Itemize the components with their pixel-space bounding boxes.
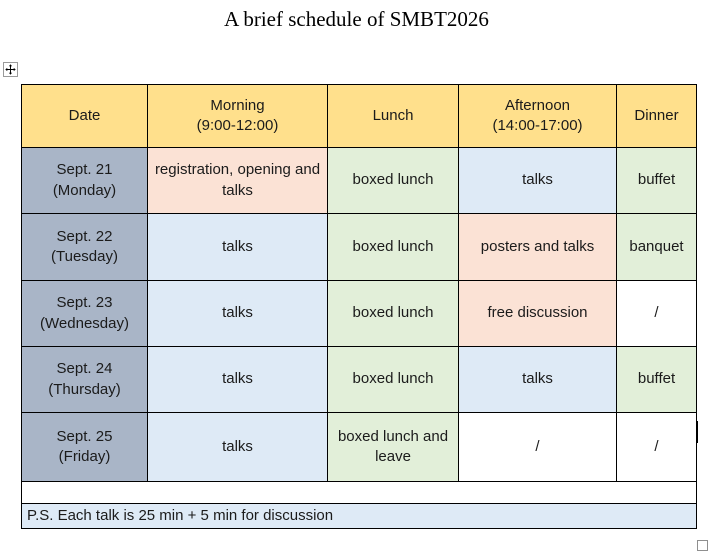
- schedule-cell[interactable]: free discussion: [458, 280, 617, 347]
- schedule-cell[interactable]: registration, opening and talks: [147, 147, 328, 214]
- table-row: Sept. 22 (Tuesday) talks boxed lunch pos…: [21, 213, 697, 281]
- table-move-handle[interactable]: [3, 62, 18, 77]
- date-cell[interactable]: Sept. 22 (Tuesday): [21, 213, 148, 281]
- date-cell[interactable]: Sept. 23 (Wednesday): [21, 280, 148, 347]
- header-cell-afternoon[interactable]: Afternoon (14:00-17:00): [458, 84, 617, 148]
- schedule-table: Date Morning (9:00-12:00) Lunch Afternoo…: [21, 84, 697, 530]
- schedule-cell[interactable]: buffet: [616, 346, 697, 413]
- schedule-cell[interactable]: /: [616, 280, 697, 347]
- header-cell-lunch[interactable]: Lunch: [327, 84, 459, 148]
- schedule-cell[interactable]: banquet: [616, 213, 697, 281]
- note-row: P.S. Each talk is 25 min + 5 min for dis…: [21, 502, 697, 530]
- schedule-cell[interactable]: talks: [147, 412, 328, 482]
- schedule-cell[interactable]: posters and talks: [458, 213, 617, 281]
- table-resize-handle[interactable]: [697, 540, 708, 551]
- schedule-cell[interactable]: talks: [147, 280, 328, 347]
- move-cross-icon: [5, 64, 16, 75]
- schedule-cell[interactable]: talks: [147, 213, 328, 281]
- schedule-cell[interactable]: talks: [458, 346, 617, 413]
- note-cell[interactable]: P.S. Each talk is 25 min + 5 min for dis…: [21, 502, 697, 530]
- empty-row: [21, 481, 697, 504]
- header-row: Date Morning (9:00-12:00) Lunch Afternoo…: [21, 84, 697, 148]
- schedule-cell[interactable]: boxed lunch and leave: [327, 412, 459, 482]
- date-cell[interactable]: Sept. 21 (Monday): [21, 147, 148, 214]
- page-title[interactable]: A brief schedule of SMBT2026: [224, 7, 489, 31]
- text-caret: [696, 421, 698, 443]
- schedule-cell[interactable]: boxed lunch: [327, 346, 459, 413]
- header-cell-morning[interactable]: Morning (9:00-12:00): [147, 84, 328, 148]
- empty-cell[interactable]: [21, 481, 697, 504]
- schedule-cell[interactable]: boxed lunch: [327, 147, 459, 214]
- table-row: Sept. 25 (Friday) talks boxed lunch and …: [21, 412, 697, 482]
- schedule-cell[interactable]: boxed lunch: [327, 213, 459, 281]
- table-row: Sept. 24 (Thursday) talks boxed lunch ta…: [21, 346, 697, 413]
- schedule-cell[interactable]: /: [616, 412, 697, 482]
- table-row: Sept. 21 (Monday) registration, opening …: [21, 147, 697, 214]
- schedule-cell[interactable]: boxed lunch: [327, 280, 459, 347]
- header-cell-date[interactable]: Date: [21, 84, 148, 148]
- date-cell[interactable]: Sept. 24 (Thursday): [21, 346, 148, 413]
- schedule-cell[interactable]: /: [458, 412, 617, 482]
- schedule-cell[interactable]: talks: [147, 346, 328, 413]
- schedule-cell[interactable]: buffet: [616, 147, 697, 214]
- header-cell-dinner[interactable]: Dinner: [616, 84, 697, 148]
- table-row: Sept. 23 (Wednesday) talks boxed lunch f…: [21, 280, 697, 347]
- date-cell[interactable]: Sept. 25 (Friday): [21, 412, 148, 482]
- schedule-cell[interactable]: talks: [458, 147, 617, 214]
